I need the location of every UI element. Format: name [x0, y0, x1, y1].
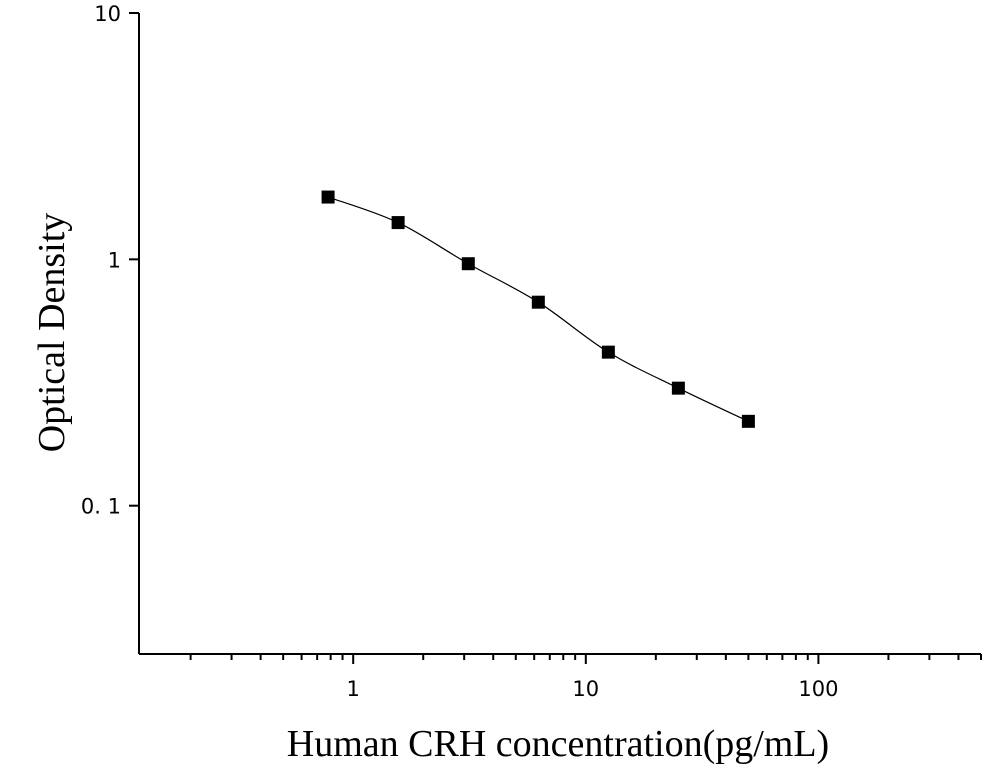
x-tick-label: 100 — [798, 677, 838, 701]
tick-labels: 1 10 100 10 1 0. 1 — [81, 2, 839, 701]
y-tick-label: 0. 1 — [81, 495, 121, 519]
data-point — [391, 216, 405, 230]
fit-curve — [327, 196, 749, 422]
data-point — [601, 345, 615, 359]
y-axis-title: Optical Density — [31, 213, 73, 453]
axes — [138, 13, 981, 655]
y-tick-label: 10 — [94, 2, 121, 26]
data-point — [461, 257, 475, 271]
data-point — [741, 414, 755, 428]
data-point — [671, 381, 685, 395]
x-axis-title: Human CRH concentration(pg/mL) — [287, 723, 829, 765]
x-tick-label: 10 — [572, 677, 599, 701]
data-points — [321, 190, 755, 428]
x-tick-label: 1 — [347, 677, 360, 701]
y-tick-label: 1 — [108, 248, 121, 272]
ticks — [129, 12, 982, 664]
data-point — [321, 190, 335, 204]
data-point — [531, 295, 545, 309]
